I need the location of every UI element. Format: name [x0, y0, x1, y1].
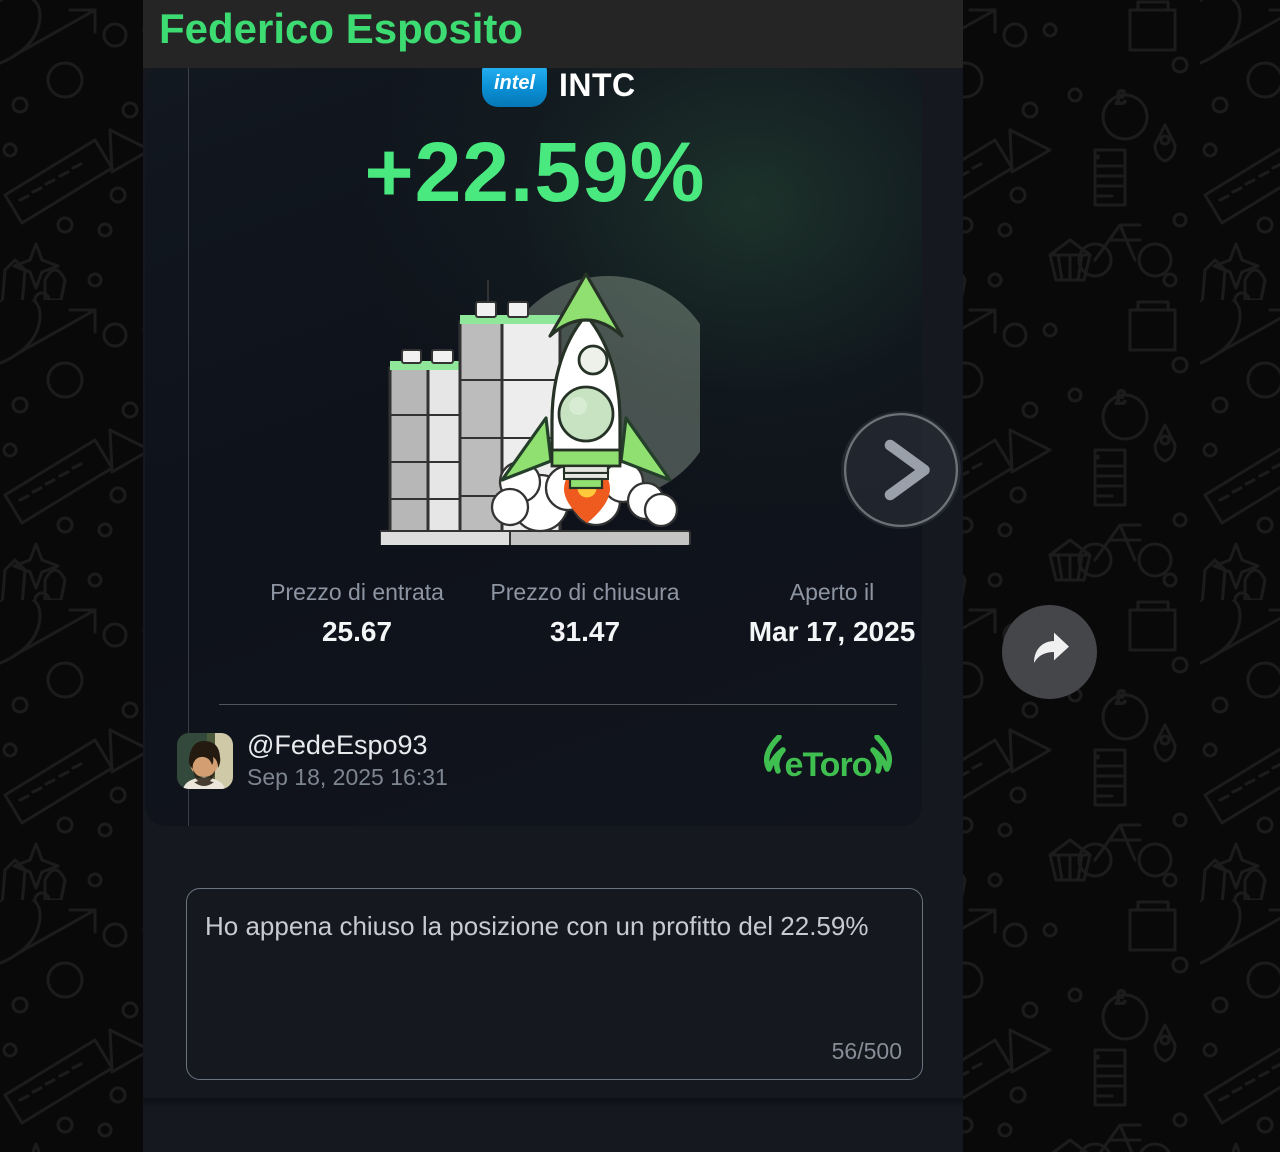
svg-text:eToro: eToro [785, 746, 872, 784]
